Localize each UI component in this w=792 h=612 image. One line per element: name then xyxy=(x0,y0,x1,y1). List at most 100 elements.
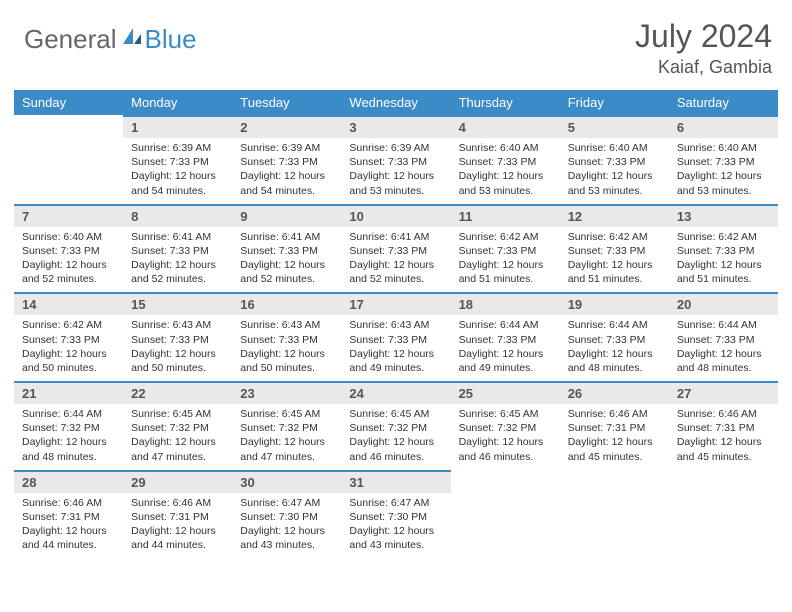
calendar-cell: 20Sunrise: 6:44 AMSunset: 7:33 PMDayligh… xyxy=(669,292,778,381)
sunset-text: Sunset: 7:33 PM xyxy=(131,155,224,169)
sunrise-text: Sunrise: 6:39 AM xyxy=(131,141,224,155)
day-number: 12 xyxy=(560,204,669,227)
sunset-text: Sunset: 7:32 PM xyxy=(459,421,552,435)
calendar-cell: 11Sunrise: 6:42 AMSunset: 7:33 PMDayligh… xyxy=(451,204,560,293)
daylight-text: Daylight: 12 hours and 54 minutes. xyxy=(131,169,224,197)
daylight-text: Daylight: 12 hours and 53 minutes. xyxy=(459,169,552,197)
daylight-text: Daylight: 12 hours and 48 minutes. xyxy=(568,347,661,375)
sunset-text: Sunset: 7:33 PM xyxy=(240,155,333,169)
logo-text-general: General xyxy=(24,24,117,55)
daylight-text: Daylight: 12 hours and 46 minutes. xyxy=(349,435,442,463)
calendar-row: 14Sunrise: 6:42 AMSunset: 7:33 PMDayligh… xyxy=(14,292,778,381)
sunrise-text: Sunrise: 6:45 AM xyxy=(349,407,442,421)
logo: General Blue xyxy=(14,18,197,55)
sunset-text: Sunset: 7:33 PM xyxy=(568,333,661,347)
logo-text-blue: Blue xyxy=(145,24,197,55)
sunset-text: Sunset: 7:33 PM xyxy=(677,333,770,347)
sunrise-text: Sunrise: 6:42 AM xyxy=(459,230,552,244)
sunrise-text: Sunrise: 6:46 AM xyxy=(568,407,661,421)
sunrise-text: Sunrise: 6:42 AM xyxy=(568,230,661,244)
sunset-text: Sunset: 7:33 PM xyxy=(677,244,770,258)
day-number: 19 xyxy=(560,292,669,315)
day-number: 16 xyxy=(232,292,341,315)
sunrise-text: Sunrise: 6:44 AM xyxy=(22,407,115,421)
daylight-text: Daylight: 12 hours and 45 minutes. xyxy=(677,435,770,463)
day-number: 23 xyxy=(232,381,341,404)
calendar-cell: 3Sunrise: 6:39 AMSunset: 7:33 PMDaylight… xyxy=(341,115,450,204)
sunrise-text: Sunrise: 6:46 AM xyxy=(22,496,115,510)
calendar-cell: 6Sunrise: 6:40 AMSunset: 7:33 PMDaylight… xyxy=(669,115,778,204)
day-details: Sunrise: 6:45 AMSunset: 7:32 PMDaylight:… xyxy=(451,404,560,470)
calendar-cell: 24Sunrise: 6:45 AMSunset: 7:32 PMDayligh… xyxy=(341,381,450,470)
day-details: Sunrise: 6:41 AMSunset: 7:33 PMDaylight:… xyxy=(123,227,232,293)
sunset-text: Sunset: 7:33 PM xyxy=(349,333,442,347)
sunrise-text: Sunrise: 6:45 AM xyxy=(459,407,552,421)
sunrise-text: Sunrise: 6:46 AM xyxy=(677,407,770,421)
calendar-cell: 14Sunrise: 6:42 AMSunset: 7:33 PMDayligh… xyxy=(14,292,123,381)
sunset-text: Sunset: 7:33 PM xyxy=(568,244,661,258)
daylight-text: Daylight: 12 hours and 53 minutes. xyxy=(349,169,442,197)
day-number: 6 xyxy=(669,115,778,138)
sunset-text: Sunset: 7:32 PM xyxy=(22,421,115,435)
day-number: 13 xyxy=(669,204,778,227)
calendar-cell: 18 Sunrise: 6:44 AMSunset: 7:33 PMDayligh… xyxy=(451,292,560,381)
daylight-text: Daylight: 12 hours and 51 minutes. xyxy=(568,258,661,286)
day-details: Sunrise: 6:44 AMSunset: 7:33 PMDaylight:… xyxy=(669,315,778,381)
sunrise-text: Sunrise: 6:44 AM xyxy=(459,318,552,332)
daylight-text: Daylight: 12 hours and 48 minutes. xyxy=(22,435,115,463)
sunrise-text: Sunrise: 6:40 AM xyxy=(22,230,115,244)
calendar-cell: 5Sunrise: 6:40 AMSunset: 7:33 PMDaylight… xyxy=(560,115,669,204)
day-number: 22 xyxy=(123,381,232,404)
sunrise-text: Sunrise: 6:45 AM xyxy=(240,407,333,421)
day-details: Sunrise: 6:40 AMSunset: 7:33 PMDaylight:… xyxy=(451,138,560,204)
sunset-text: Sunset: 7:33 PM xyxy=(568,155,661,169)
day-number: 1 xyxy=(123,115,232,138)
daylight-text: Daylight: 12 hours and 49 minutes. xyxy=(459,347,552,375)
day-number: 29 xyxy=(123,470,232,493)
day-details: Sunrise: 6:41 AMSunset: 7:33 PMDaylight:… xyxy=(341,227,450,293)
sunset-text: Sunset: 7:33 PM xyxy=(459,333,552,347)
sunset-text: Sunset: 7:33 PM xyxy=(349,155,442,169)
calendar-cell: 4Sunrise: 6:40 AMSunset: 7:33 PMDaylight… xyxy=(451,115,560,204)
daylight-text: Daylight: 12 hours and 50 minutes. xyxy=(22,347,115,375)
weekday-header: Tuesday xyxy=(232,90,341,115)
calendar-cell: 19Sunrise: 6:44 AMSunset: 7:33 PMDayligh… xyxy=(560,292,669,381)
day-number: 4 xyxy=(451,115,560,138)
calendar-cell: 7Sunrise: 6:40 AMSunset: 7:33 PMDaylight… xyxy=(14,204,123,293)
day-number: 18 xyxy=(451,292,560,315)
calendar-cell: 16Sunrise: 6:43 AMSunset: 7:33 PMDayligh… xyxy=(232,292,341,381)
sunset-text: Sunset: 7:33 PM xyxy=(459,244,552,258)
day-details: Sunrise: 6:45 AMSunset: 7:32 PMDaylight:… xyxy=(123,404,232,470)
daylight-text: Daylight: 12 hours and 52 minutes. xyxy=(22,258,115,286)
day-details: Sunrise: 6:39 AMSunset: 7:33 PMDaylight:… xyxy=(341,138,450,204)
sunset-text: Sunset: 7:33 PM xyxy=(22,333,115,347)
daylight-text: Daylight: 12 hours and 48 minutes. xyxy=(677,347,770,375)
day-details: Sunrise: 6:39 AMSunset: 7:33 PMDaylight:… xyxy=(232,138,341,204)
daylight-text: Daylight: 12 hours and 53 minutes. xyxy=(677,169,770,197)
day-details: Sunrise: 6:46 AMSunset: 7:31 PMDaylight:… xyxy=(669,404,778,470)
sunrise-text: Sunrise: 6:45 AM xyxy=(131,407,224,421)
calendar-cell: 22Sunrise: 6:45 AMSunset: 7:32 PMDayligh… xyxy=(123,381,232,470)
sunrise-text: Sunrise: 6:47 AM xyxy=(240,496,333,510)
calendar-cell: 27Sunrise: 6:46 AMSunset: 7:31 PMDayligh… xyxy=(669,381,778,470)
sunrise-text: Sunrise: 6:41 AM xyxy=(349,230,442,244)
sunrise-text: Sunrise: 6:41 AM xyxy=(240,230,333,244)
day-details: Sunrise: 6:42 AMSunset: 7:33 PMDaylight:… xyxy=(451,227,560,293)
day-number: 15 xyxy=(123,292,232,315)
daylight-text: Daylight: 12 hours and 49 minutes. xyxy=(349,347,442,375)
calendar-cell: 15Sunrise: 6:43 AMSunset: 7:33 PMDayligh… xyxy=(123,292,232,381)
sunset-text: Sunset: 7:30 PM xyxy=(349,510,442,524)
sunrise-text: Sunrise: 6:39 AM xyxy=(240,141,333,155)
weekday-header: Thursday xyxy=(451,90,560,115)
day-number: 21 xyxy=(14,381,123,404)
weekday-header: Sunday xyxy=(14,90,123,115)
calendar-cell: 13Sunrise: 6:42 AMSunset: 7:33 PMDayligh… xyxy=(669,204,778,293)
sunset-text: Sunset: 7:30 PM xyxy=(240,510,333,524)
calendar-row: 28Sunrise: 6:46 AMSunset: 7:31 PMDayligh… xyxy=(14,470,778,559)
day-number: 28 xyxy=(14,470,123,493)
daylight-text: Daylight: 12 hours and 53 minutes. xyxy=(568,169,661,197)
calendar-cell: 10Sunrise: 6:41 AMSunset: 7:33 PMDayligh… xyxy=(341,204,450,293)
sunset-text: Sunset: 7:33 PM xyxy=(240,244,333,258)
calendar-cell: 1 Sunrise: 6:39 AMSunset: 7:33 PMDaylight… xyxy=(123,115,232,204)
sunrise-text: Sunrise: 6:47 AM xyxy=(349,496,442,510)
